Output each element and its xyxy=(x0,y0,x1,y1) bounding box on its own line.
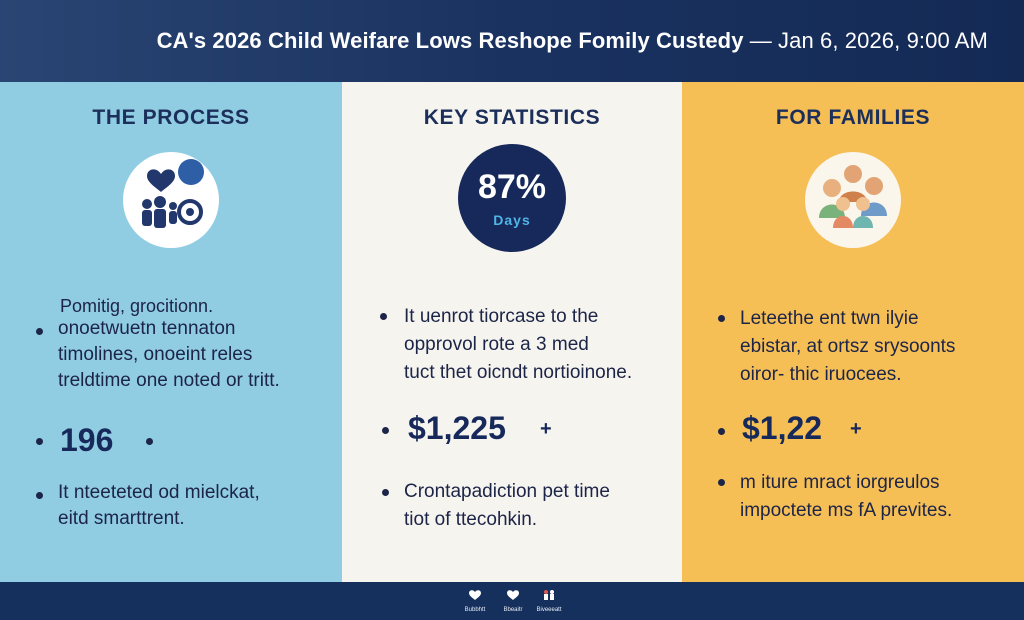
process-bullet-line-1: onoetwuetn tennaton xyxy=(58,318,236,339)
process-panel: THE PROCESS Pomitig, grocitionn. onoetwu… xyxy=(0,82,342,582)
family-group-icon xyxy=(805,152,901,248)
families-bullet-line-2: ebistar, at ortsz srysoonts xyxy=(740,336,956,357)
footer-label-3: Biveeeatt xyxy=(536,607,562,613)
process-title: THE PROCESS xyxy=(92,106,250,129)
bullet-dot xyxy=(382,427,389,434)
stats-big-number: $1,225 xyxy=(408,410,506,446)
stat-percentage: 87% xyxy=(477,168,547,206)
family-heart-icon xyxy=(123,152,219,248)
families-bottom-line-1: m iture mract iorgreulos xyxy=(740,472,940,493)
footer-bar: Bubbhtt Bbeaitr Biveeeatt xyxy=(0,582,1024,620)
stats-bullet-line-1: It uenrot tiorcase to the xyxy=(404,306,599,327)
process-big-number: 196 xyxy=(60,422,114,458)
process-intro: Pomitig, grocitionn. xyxy=(60,296,214,316)
bullet-dot xyxy=(36,438,43,445)
stats-title: KEY STATISTICS xyxy=(423,106,601,129)
bullet-dot xyxy=(718,479,725,486)
bullet-dot xyxy=(380,313,387,320)
bullet-dot xyxy=(36,328,43,335)
bullet-dot xyxy=(382,489,389,496)
headline-banner: CA's 2026 Child Weifare Lows Reshope Fom… xyxy=(0,0,1024,82)
footer-item-1: Bubbhtt xyxy=(461,588,489,613)
headline-title: CA's 2026 Child Weifare Lows Reshope Fom… xyxy=(156,28,744,53)
headline: CA's 2026 Child Weifare Lows Reshope Fom… xyxy=(157,28,988,54)
plus-icon: + xyxy=(540,418,552,440)
stats-panel: KEY STATISTICS 87% Days It uenrot tiorca… xyxy=(342,82,682,582)
footer-item-3: Biveeeatt xyxy=(535,588,563,613)
families-bullet-line-3: oiror- thic iruocees. xyxy=(740,364,902,385)
families-bullet-line-1: Leteethe ent twn ilyie xyxy=(740,308,919,329)
process-bullet-line-3: treldtime one noted or tritt. xyxy=(58,370,280,391)
footer-label-1: Bubbhtt xyxy=(464,607,486,613)
stat-badge: 87% Days xyxy=(458,144,566,252)
families-title: FOR FAMILIES xyxy=(775,106,931,129)
family-icon xyxy=(544,590,554,600)
stats-bullet-line-2: opprovol rote a 3 med xyxy=(404,334,589,355)
headline-date: — Jan 6, 2026, 9:00 AM xyxy=(749,28,988,53)
bullet-dot xyxy=(146,438,153,445)
process-bullet-line-2: timolines, onoeint reles xyxy=(58,344,253,365)
footer-label-2: Bbeaitr xyxy=(503,607,523,613)
heart-hands-icon xyxy=(469,590,481,600)
stats-bottom-line-2: tiot of ttecohkin. xyxy=(404,509,538,530)
families-panel: FOR FAMILIES Leteethe ent twn ilyie ebis… xyxy=(682,82,1024,582)
process-bottom-line-2: eitd smarttrent. xyxy=(58,508,185,529)
footer-item-2: Bbeaitr xyxy=(499,588,527,613)
stats-bottom-line-1: Crontapadiction pet time xyxy=(404,481,610,502)
bullet-dot xyxy=(718,428,725,435)
stat-unit: Days xyxy=(493,212,531,228)
process-bottom-line-1: It nteeteted od mielckat, xyxy=(58,482,260,503)
stats-bullet-line-3: tuct thet oicndt nortioinone. xyxy=(404,362,633,383)
families-bottom-line-2: impoctete ms fA prevites. xyxy=(740,500,953,521)
plus-icon: + xyxy=(850,418,862,440)
bullet-dot xyxy=(718,315,725,322)
bullet-dot xyxy=(36,492,43,499)
families-big-number: $1,22 xyxy=(742,410,823,446)
heart-icon xyxy=(507,590,519,600)
